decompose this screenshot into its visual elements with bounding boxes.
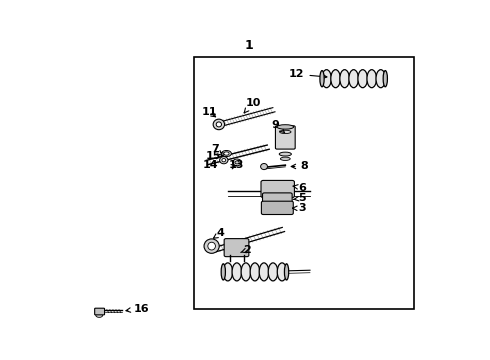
Text: 7: 7 [211, 144, 222, 155]
FancyBboxPatch shape [263, 193, 292, 206]
Text: 10: 10 [244, 98, 261, 113]
Text: 9: 9 [272, 120, 285, 133]
Text: 3: 3 [293, 203, 306, 213]
FancyBboxPatch shape [261, 180, 294, 198]
Ellipse shape [250, 263, 260, 281]
Ellipse shape [320, 71, 324, 87]
Ellipse shape [376, 70, 386, 88]
Ellipse shape [221, 264, 225, 280]
Bar [194, 57, 415, 309]
Text: 4: 4 [213, 228, 225, 238]
Ellipse shape [279, 152, 292, 156]
Ellipse shape [261, 163, 268, 170]
Ellipse shape [232, 263, 242, 281]
FancyBboxPatch shape [224, 239, 249, 257]
Ellipse shape [208, 242, 216, 250]
Text: 1: 1 [245, 39, 254, 52]
Ellipse shape [220, 157, 228, 164]
Ellipse shape [340, 70, 349, 88]
Ellipse shape [367, 70, 376, 88]
Ellipse shape [322, 70, 331, 88]
Text: 16: 16 [126, 303, 149, 314]
Text: 2: 2 [241, 245, 251, 255]
Ellipse shape [221, 150, 231, 157]
Ellipse shape [277, 125, 294, 129]
Text: 5: 5 [293, 193, 306, 203]
Ellipse shape [235, 161, 239, 164]
Text: 13: 13 [228, 161, 244, 171]
Ellipse shape [277, 263, 287, 281]
Text: 11: 11 [201, 107, 217, 117]
Text: 15: 15 [205, 151, 226, 161]
Ellipse shape [241, 263, 251, 281]
Ellipse shape [358, 70, 368, 88]
Text: 14: 14 [202, 160, 218, 170]
Ellipse shape [222, 158, 226, 162]
Text: 6: 6 [293, 183, 306, 193]
FancyBboxPatch shape [275, 126, 295, 149]
Text: 8: 8 [291, 161, 308, 171]
Text: 12: 12 [289, 69, 327, 79]
Ellipse shape [223, 263, 233, 281]
Ellipse shape [268, 263, 278, 281]
FancyBboxPatch shape [261, 201, 294, 215]
Ellipse shape [96, 314, 102, 318]
Ellipse shape [216, 122, 221, 127]
Ellipse shape [349, 70, 359, 88]
Ellipse shape [383, 71, 388, 87]
Ellipse shape [331, 70, 341, 88]
Ellipse shape [284, 264, 289, 280]
Ellipse shape [280, 157, 290, 161]
Ellipse shape [213, 119, 224, 130]
FancyBboxPatch shape [95, 308, 104, 315]
Ellipse shape [259, 263, 269, 281]
Ellipse shape [224, 152, 229, 155]
Ellipse shape [204, 239, 219, 253]
